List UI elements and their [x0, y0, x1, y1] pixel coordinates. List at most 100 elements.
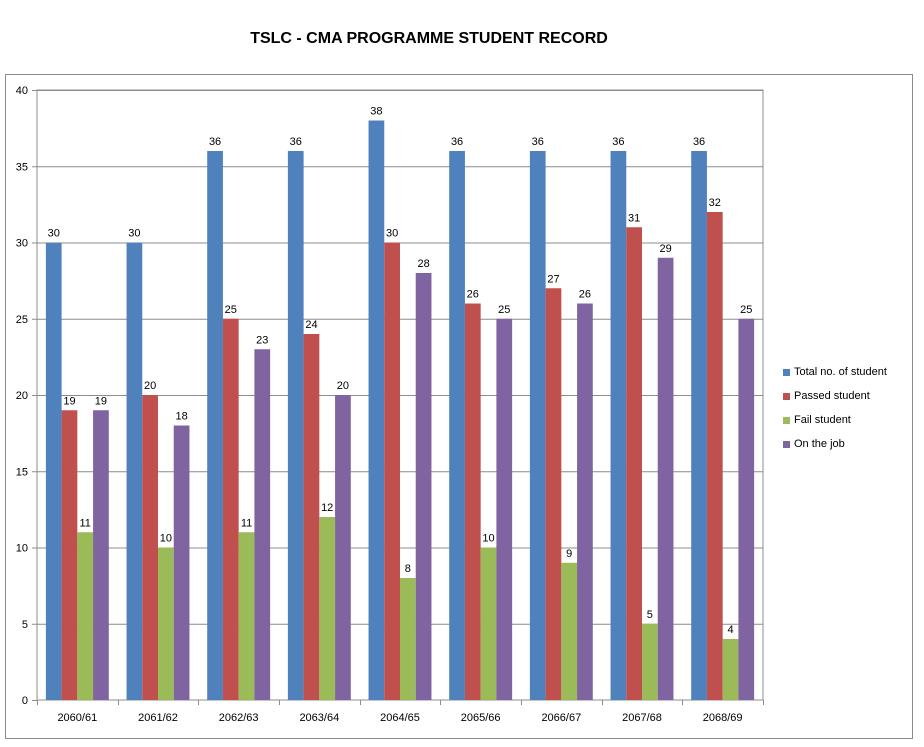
- bar: [173, 425, 190, 700]
- data-label: 36: [209, 136, 221, 148]
- y-tick-label: 15: [16, 466, 28, 478]
- bar: [45, 242, 62, 700]
- data-label: 10: [482, 533, 494, 545]
- data-label: 30: [48, 228, 60, 240]
- bar: [691, 151, 707, 700]
- legend-swatch: [783, 368, 790, 376]
- data-label: 12: [321, 502, 333, 514]
- bar: [335, 395, 351, 700]
- bar: [642, 623, 658, 700]
- y-tick-label: 40: [16, 85, 28, 97]
- data-label: 28: [417, 258, 429, 270]
- data-label: 32: [709, 197, 721, 209]
- x-tick-label: 2063/64: [299, 712, 339, 724]
- y-tick-label: 25: [16, 314, 28, 326]
- data-label: 25: [498, 304, 510, 316]
- bar: [222, 318, 239, 700]
- y-tick-label: 30: [16, 238, 28, 250]
- bar: [545, 288, 562, 700]
- data-label: 29: [659, 243, 671, 255]
- bar: [384, 242, 400, 700]
- bar: [496, 318, 513, 700]
- chart-area: [5, 74, 913, 739]
- data-label: 10: [160, 533, 172, 545]
- data-label: 5: [647, 609, 653, 621]
- x-tick-label: 2062/63: [219, 712, 259, 724]
- bar: [561, 562, 578, 700]
- data-label: 24: [305, 319, 317, 331]
- data-label: 38: [370, 106, 382, 118]
- data-label: 30: [128, 228, 140, 240]
- data-label: 8: [405, 563, 411, 575]
- data-label: 4: [727, 624, 733, 636]
- legend-label: On the job: [794, 438, 845, 450]
- x-tick-label: 2066/67: [541, 712, 581, 724]
- legend-swatch: [783, 392, 790, 400]
- legend: Total no. of student Passed student Fail s…: [783, 360, 887, 456]
- bar: [319, 517, 336, 700]
- bar: [464, 303, 481, 700]
- data-label: 36: [612, 136, 624, 148]
- x-tick-label: 2061/62: [138, 712, 178, 724]
- y-tick-label: 35: [16, 161, 28, 173]
- data-label: 36: [532, 136, 544, 148]
- legend-item: Fail student: [783, 408, 887, 432]
- data-label: 25: [225, 304, 237, 316]
- y-tick-label: 5: [22, 619, 28, 631]
- data-label: 36: [451, 136, 463, 148]
- data-label: 18: [175, 411, 187, 423]
- bar: [158, 547, 174, 700]
- bar: [706, 212, 723, 700]
- bar: [449, 151, 465, 700]
- bar: [400, 578, 416, 700]
- data-label: 20: [144, 380, 156, 392]
- data-label: 20: [337, 380, 349, 392]
- bar: [142, 395, 158, 700]
- bar: [287, 151, 304, 700]
- data-label: 23: [256, 334, 268, 346]
- x-tick-label: 2065/66: [461, 712, 501, 724]
- data-label: 36: [290, 136, 302, 148]
- bar: [368, 120, 385, 700]
- bar: [722, 639, 739, 700]
- legend-label: Fail student: [794, 414, 851, 426]
- data-label: 26: [579, 289, 591, 301]
- bar: [480, 547, 497, 700]
- data-label: 26: [467, 289, 479, 301]
- bar: [238, 532, 255, 700]
- y-tick-label: 10: [16, 543, 28, 555]
- legend-item: Passed student: [783, 384, 887, 408]
- data-label: 31: [628, 212, 640, 224]
- legend-label: Total no. of student: [794, 366, 887, 378]
- data-label: 27: [547, 273, 559, 285]
- bar: [738, 318, 755, 700]
- data-label: 19: [95, 395, 107, 407]
- data-label: 30: [386, 228, 398, 240]
- bar: [657, 257, 674, 700]
- bar: [610, 151, 627, 700]
- data-label: 36: [693, 136, 705, 148]
- bar: [207, 151, 223, 700]
- bar: [93, 410, 109, 700]
- legend-item: Total no. of student: [783, 360, 887, 384]
- data-label: 25: [740, 304, 752, 316]
- data-label: 11: [79, 517, 90, 529]
- bar: [577, 303, 593, 700]
- bar: [61, 410, 78, 700]
- x-tick-label: 2060/61: [57, 712, 97, 724]
- bar: [126, 242, 143, 700]
- bar: [415, 273, 432, 700]
- bar: [303, 334, 320, 700]
- bar: [529, 151, 546, 700]
- y-tick-label: 20: [16, 390, 28, 402]
- legend-swatch: [783, 416, 790, 424]
- legend-label: Passed student: [794, 390, 870, 402]
- bar: [77, 532, 94, 700]
- y-tick-label: 0: [22, 695, 28, 707]
- data-label: 9: [566, 548, 572, 560]
- legend-item: On the job: [783, 432, 887, 456]
- data-label: 19: [63, 395, 75, 407]
- x-tick-label: 2067/68: [622, 712, 662, 724]
- bar: [626, 227, 642, 700]
